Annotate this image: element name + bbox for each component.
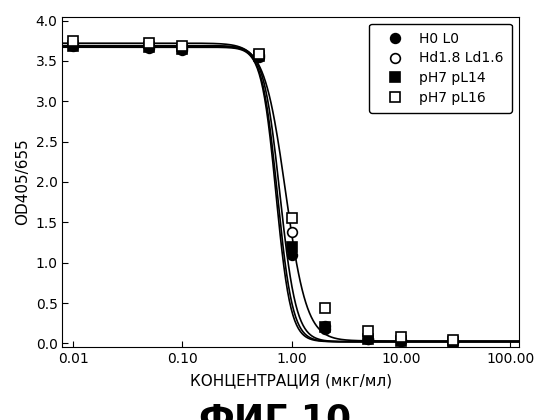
pH7 pL14 — [450, 339, 456, 344]
H0 L0 — [288, 252, 295, 257]
Line: pH7 pL16: pH7 pL16 — [68, 36, 458, 345]
pH7 pL14 — [146, 45, 153, 50]
pH7 pL16 — [398, 334, 404, 339]
pH7 pL16 — [255, 52, 262, 57]
H0 L0 — [450, 339, 456, 344]
Line: H0 L0: H0 L0 — [68, 42, 458, 346]
pH7 pL14 — [255, 54, 262, 59]
pH7 pL14 — [398, 339, 404, 344]
Hd1.8 Ld1.6 — [288, 229, 295, 234]
pH7 pL16 — [146, 41, 153, 46]
Line: pH7 pL14: pH7 pL14 — [68, 41, 458, 346]
pH7 pL16 — [450, 338, 456, 343]
H0 L0 — [398, 339, 404, 344]
Hd1.8 Ld1.6 — [398, 338, 404, 343]
H0 L0 — [321, 326, 328, 331]
pH7 pL16 — [288, 216, 295, 221]
pH7 pL16 — [70, 38, 76, 43]
Y-axis label: OD405/655: OD405/655 — [15, 139, 30, 226]
pH7 pL14 — [70, 43, 76, 48]
H0 L0 — [179, 47, 186, 52]
pH7 pL14 — [179, 46, 186, 51]
H0 L0 — [146, 45, 153, 50]
Hd1.8 Ld1.6 — [365, 336, 371, 341]
Legend: H0 L0, Hd1.8 Ld1.6, pH7 pL14, pH7 pL16: H0 L0, Hd1.8 Ld1.6, pH7 pL14, pH7 pL16 — [369, 24, 512, 113]
pH7 pL16 — [365, 329, 371, 334]
Line: Hd1.8 Ld1.6: Hd1.8 Ld1.6 — [68, 40, 458, 346]
X-axis label: КОНЦЕНТРАЦИЯ (мкг/мл): КОНЦЕНТРАЦИЯ (мкг/мл) — [190, 373, 392, 388]
H0 L0 — [365, 337, 371, 342]
Hd1.8 Ld1.6 — [179, 45, 186, 50]
pH7 pL16 — [321, 305, 328, 310]
Hd1.8 Ld1.6 — [321, 323, 328, 328]
Hd1.8 Ld1.6 — [70, 42, 76, 47]
pH7 pL14 — [288, 244, 295, 249]
pH7 pL14 — [365, 337, 371, 342]
Hd1.8 Ld1.6 — [255, 53, 262, 58]
H0 L0 — [70, 44, 76, 49]
Hd1.8 Ld1.6 — [450, 339, 456, 344]
Text: ФИГ.10: ФИГ.10 — [199, 403, 351, 420]
H0 L0 — [255, 54, 262, 59]
pH7 pL14 — [321, 325, 328, 330]
pH7 pL16 — [179, 44, 186, 49]
Hd1.8 Ld1.6 — [146, 44, 153, 49]
